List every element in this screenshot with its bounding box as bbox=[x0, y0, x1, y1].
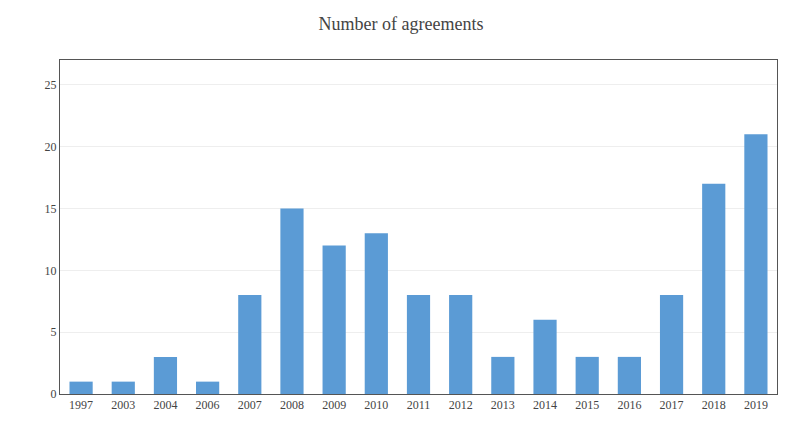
svg-text:25: 25 bbox=[45, 78, 57, 92]
svg-text:2007: 2007 bbox=[238, 398, 262, 412]
svg-text:2017: 2017 bbox=[660, 398, 684, 412]
svg-text:2004: 2004 bbox=[153, 398, 177, 412]
svg-text:2019: 2019 bbox=[744, 398, 768, 412]
svg-text:Number of agreements: Number of agreements bbox=[319, 14, 484, 34]
svg-text:2011: 2011 bbox=[407, 398, 431, 412]
svg-text:2018: 2018 bbox=[702, 398, 726, 412]
svg-text:2015: 2015 bbox=[575, 398, 599, 412]
svg-text:20: 20 bbox=[45, 140, 57, 154]
svg-text:2014: 2014 bbox=[533, 398, 557, 412]
svg-text:2013: 2013 bbox=[491, 398, 515, 412]
svg-text:15: 15 bbox=[45, 202, 57, 216]
svg-text:2006: 2006 bbox=[196, 398, 220, 412]
svg-text:2012: 2012 bbox=[449, 398, 473, 412]
svg-text:0: 0 bbox=[51, 387, 57, 401]
svg-text:5: 5 bbox=[51, 325, 57, 339]
svg-text:2010: 2010 bbox=[364, 398, 388, 412]
svg-text:2008: 2008 bbox=[280, 398, 304, 412]
svg-text:2016: 2016 bbox=[617, 398, 641, 412]
svg-text:2009: 2009 bbox=[322, 398, 346, 412]
svg-text:10: 10 bbox=[45, 264, 57, 278]
svg-text:2003: 2003 bbox=[111, 398, 135, 412]
svg-text:1997: 1997 bbox=[69, 398, 93, 412]
